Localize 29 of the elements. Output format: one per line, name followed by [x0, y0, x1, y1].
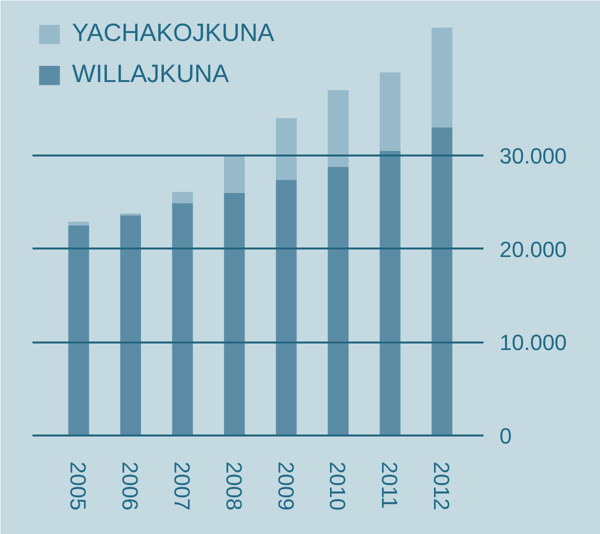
bar [172, 192, 193, 204]
x-tick-label: 2006 [118, 462, 143, 510]
legend-label: YACHAKOJKUNA [72, 19, 274, 48]
x-tick-label: 2005 [66, 462, 91, 510]
x-tick-label: 2011 [377, 462, 402, 509]
bar [276, 118, 297, 180]
bar [432, 28, 452, 128]
bar [120, 215, 141, 436]
x-tick-label: 2007 [169, 462, 194, 510]
bar [68, 226, 90, 436]
y-tick-label: 20.000 [500, 236, 567, 262]
bar [224, 192, 245, 436]
x-tick-label: 2010 [325, 462, 350, 510]
bar [68, 222, 90, 226]
y-tick-label: 30.000 [500, 144, 567, 168]
bar [328, 166, 349, 436]
y-tick-label: 0 [500, 424, 512, 448]
bar [172, 203, 193, 436]
x-tick-label: 2009 [273, 462, 298, 510]
bar [380, 150, 400, 436]
legend-label: WILLAJKUNA [72, 60, 229, 89]
y-tick-label: 10.000 [500, 330, 567, 356]
bar [276, 180, 297, 436]
x-tick-label: 2012 [428, 462, 454, 510]
bar [328, 90, 349, 167]
bar [224, 156, 245, 193]
x-tick-label: 2008 [221, 462, 246, 510]
bar [432, 128, 452, 436]
bar [380, 72, 400, 151]
